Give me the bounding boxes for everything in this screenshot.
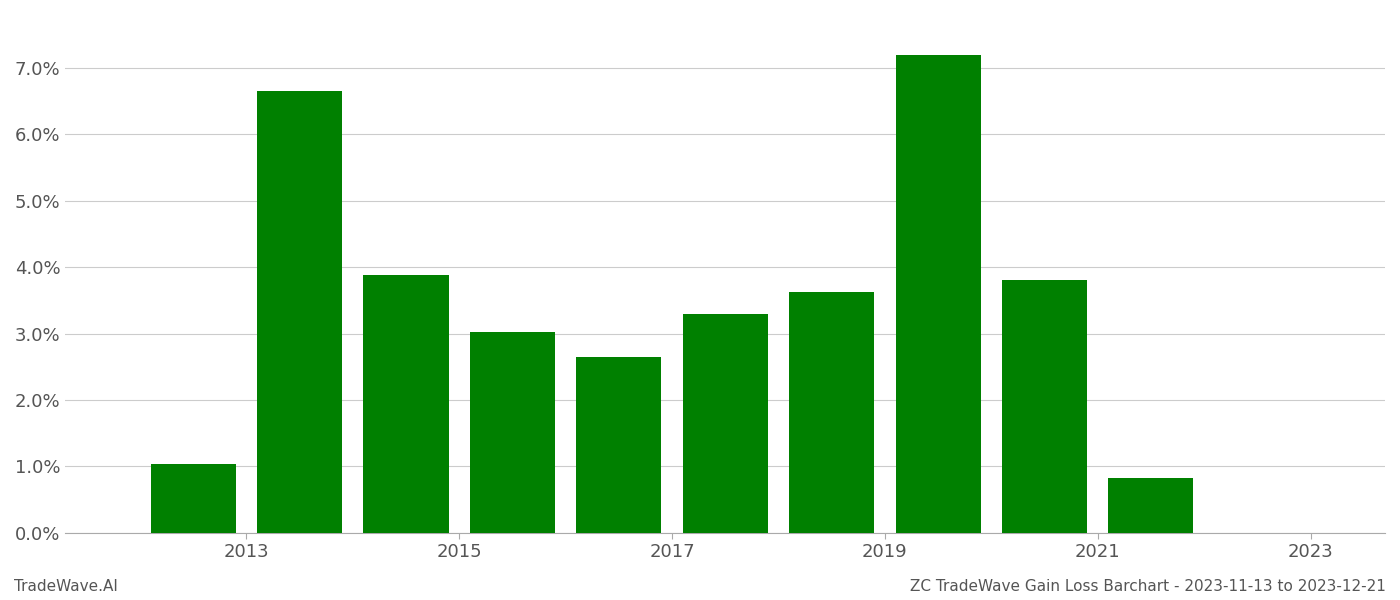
- Bar: [1002, 280, 1086, 533]
- Text: ZC TradeWave Gain Loss Barchart - 2023-11-13 to 2023-12-21: ZC TradeWave Gain Loss Barchart - 2023-1…: [910, 579, 1386, 594]
- Bar: [364, 275, 448, 533]
- Bar: [1109, 478, 1193, 533]
- Bar: [258, 91, 342, 533]
- Bar: [896, 55, 980, 533]
- Bar: [151, 464, 235, 533]
- Bar: [470, 332, 554, 533]
- Bar: [790, 292, 874, 533]
- Bar: [683, 314, 767, 533]
- Bar: [577, 357, 661, 533]
- Text: TradeWave.AI: TradeWave.AI: [14, 579, 118, 594]
